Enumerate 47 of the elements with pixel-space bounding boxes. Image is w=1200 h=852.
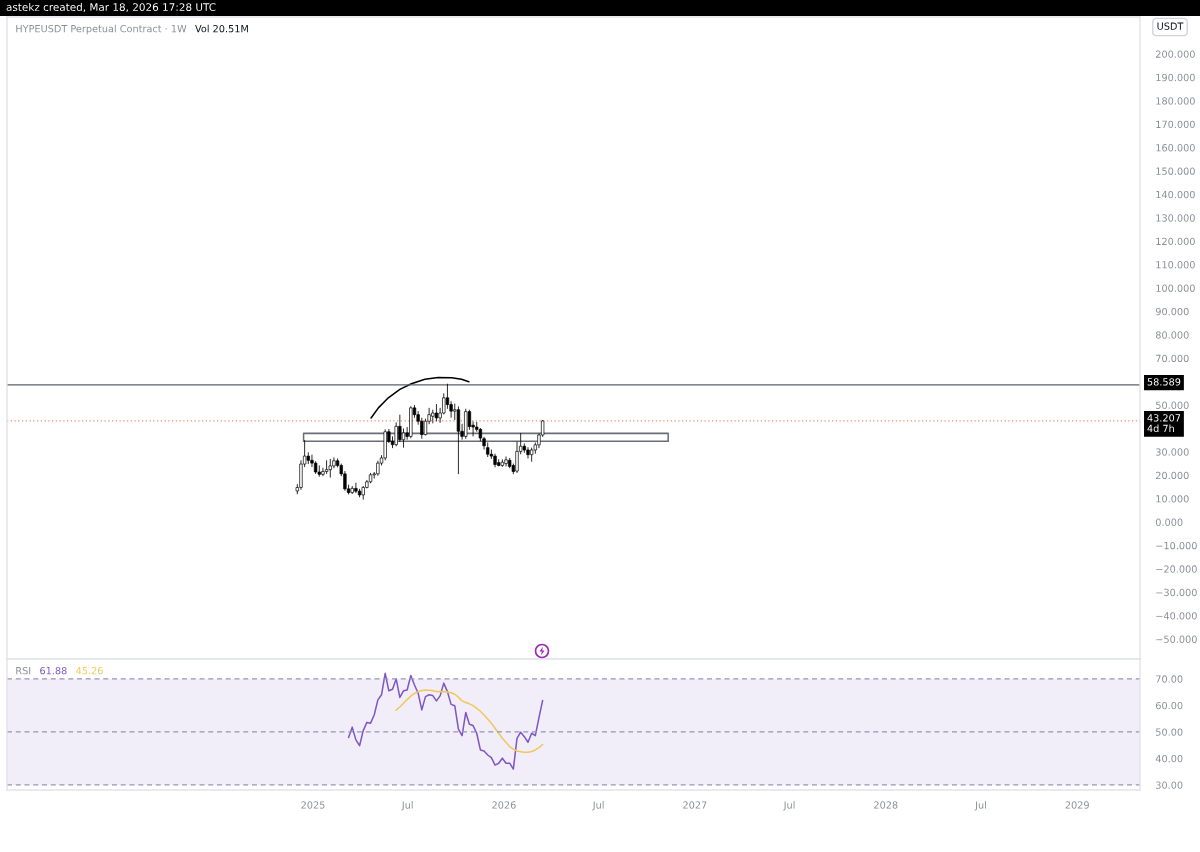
y-tick-label: 90.000	[1155, 307, 1189, 316]
y-tick-label: 10.000	[1156, 495, 1189, 503]
y-tick-label: 70.00	[1156, 675, 1183, 683]
y-tick-label: 50.000	[1156, 401, 1189, 409]
y-tick-label: −50.000	[1156, 635, 1197, 643]
y-axis-title: USDT	[1157, 22, 1184, 30]
y-tick-label: 140.000	[1156, 190, 1195, 199]
y-tick-label: −40.000	[1156, 612, 1197, 620]
y-tick-label: 180.000	[1156, 97, 1195, 105]
y-tick-label: 40.00	[1155, 754, 1183, 763]
ref-line-label: 58.589	[1147, 378, 1181, 386]
y-tick-label: 110.000	[1156, 261, 1195, 269]
text: HYPEUSDT Perpetual Contract · 1W	[16, 24, 187, 35]
y-tick-label: −10.000	[1156, 541, 1197, 550]
text: RSI	[16, 666, 31, 675]
x-tick-label: Jul	[783, 801, 795, 811]
y-tick-label: −20.000	[1156, 565, 1197, 573]
x-tick-label: 2025	[301, 801, 325, 809]
annotation: 45.26	[76, 666, 103, 675]
y-tick-label: 160.000	[1156, 144, 1195, 152]
y-tick-label: 130.000	[1156, 214, 1195, 222]
text: astekz created, Mar 18, 2026 17:28 UTC	[6, 2, 216, 13]
y-tick-label: 60.00	[1155, 701, 1183, 710]
y-tick-label: 100.000	[1156, 284, 1195, 292]
x-tick-label: 2026	[492, 801, 516, 809]
y-tick-label: 120.000	[1156, 237, 1195, 246]
y-tick-label: 20.000	[1155, 471, 1189, 480]
y-tick-label: 170.000	[1156, 120, 1195, 129]
y-tick-label: 200.000	[1155, 50, 1195, 58]
y-tick-label: 190.000	[1156, 73, 1195, 82]
y-tick-label: 30.000	[1156, 448, 1189, 456]
x-tick-label: 2029	[1065, 801, 1089, 809]
annotation: 61.88	[40, 666, 67, 675]
y-tick-label: 150.000	[1156, 167, 1195, 175]
y-tick-label: 30.00	[1156, 781, 1183, 789]
y-tick-label: 0.000	[1155, 518, 1183, 526]
x-tick-label: Jul	[401, 801, 413, 811]
y-tick-label: −30.000	[1156, 588, 1197, 597]
y-tick-label: 50.00	[1156, 728, 1183, 736]
x-tick-label: Jul	[592, 801, 604, 811]
y-tick-label: 70.000	[1156, 354, 1189, 363]
x-tick-label: 2027	[683, 801, 707, 809]
x-tick-label: 2028	[874, 801, 898, 809]
annotation: Vol 20.51M	[195, 24, 248, 33]
ref-line-label: 43.207 4d 7h	[1147, 414, 1181, 433]
y-tick-label: 80.000	[1155, 331, 1189, 339]
x-tick-label: Jul	[974, 801, 986, 811]
